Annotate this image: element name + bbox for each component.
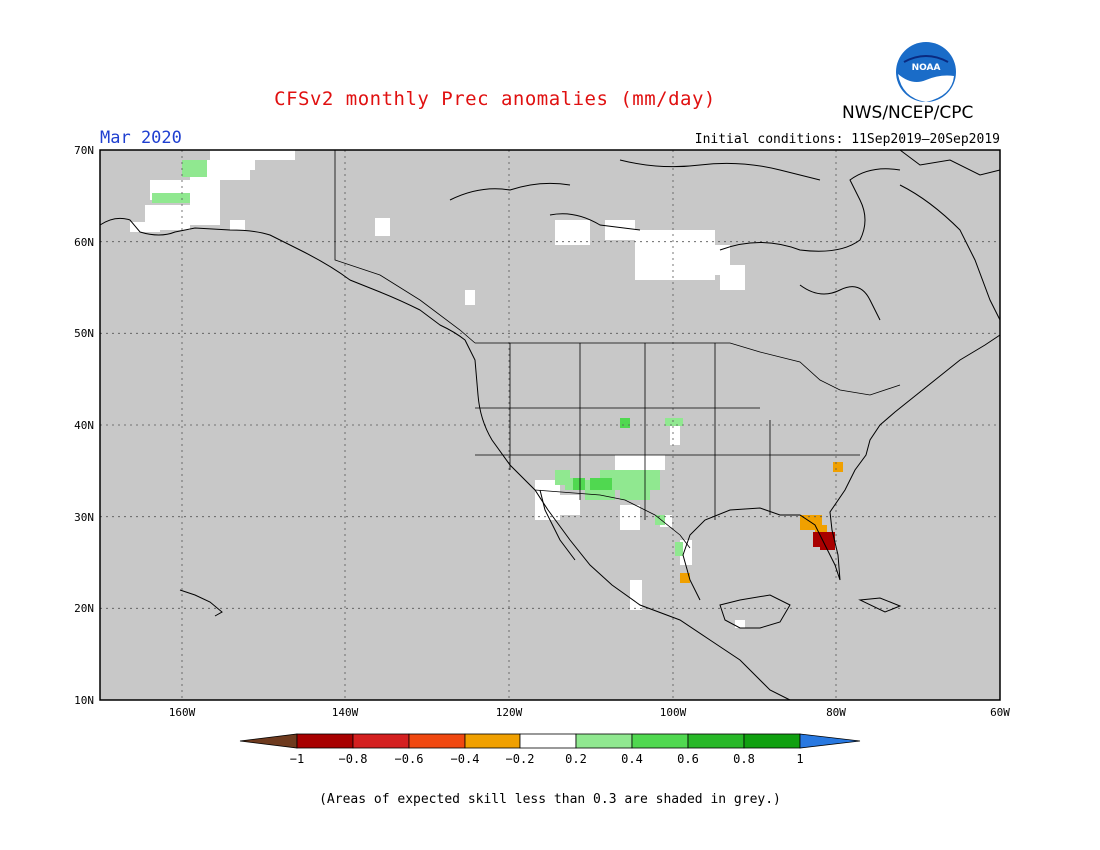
anomaly-dark-red-areas	[813, 532, 835, 550]
initial-conditions: Initial conditions: 11Sep2019–20Sep2019	[694, 132, 1000, 147]
lat-label: 60N	[74, 236, 94, 249]
lon-label: 60W	[990, 706, 1010, 719]
colorbar-right-arrow	[799, 733, 861, 749]
lon-label: 100W	[660, 706, 687, 719]
colorbar-swatch	[464, 733, 521, 749]
lon-label: 160W	[169, 706, 196, 719]
colorbar-tick: −0.4	[451, 752, 480, 766]
anomaly-green-areas	[573, 418, 630, 490]
lon-label: 120W	[496, 706, 523, 719]
map-title: CFSv2 monthly Prec anomalies (mm/day)	[274, 88, 716, 110]
colorbar-tick: −0.6	[395, 752, 424, 766]
lon-labels: 160W 140W 120W 100W 80W 60W	[169, 706, 1011, 719]
colorbar-tick: 1	[796, 752, 803, 766]
colorbar-tick: −0.2	[506, 752, 535, 766]
colorbar-tick: 0.6	[677, 752, 699, 766]
colorbar-left-arrow	[239, 733, 298, 749]
lon-label: 80W	[826, 706, 846, 719]
colorbar-tick: −0.8	[339, 752, 368, 766]
coastlines	[99, 149, 1001, 701]
colorbar-swatch	[519, 733, 577, 749]
political-borders	[334, 150, 901, 549]
lat-label: 40N	[74, 419, 94, 432]
noaa-logo: NOAA	[894, 40, 958, 108]
gridlines	[100, 150, 1000, 700]
colorbar-tick: 0.2	[565, 752, 587, 766]
colorbar-tick: −1	[290, 752, 304, 766]
colorbar-swatch	[575, 733, 633, 749]
agency-label: NWS/NCEP/CPC	[842, 103, 974, 123]
colorbar-tick: 0.8	[733, 752, 755, 766]
lat-label: 70N	[74, 144, 94, 157]
colorbar-swatch	[296, 733, 354, 749]
map-frame	[99, 149, 1001, 701]
colorbar-tick: 0.4	[621, 752, 643, 766]
colorbar-swatch	[687, 733, 745, 749]
colorbar-ticks: −1 −0.8 −0.6 −0.4 −0.2 0.2 0.4 0.6 0.8 1	[290, 752, 804, 766]
lat-labels: 70N 60N 50N 40N 30N 20N 10N	[74, 144, 94, 707]
colorbar-swatch	[352, 733, 410, 749]
lat-label: 10N	[74, 694, 94, 707]
valid-month: Mar 2020	[100, 128, 182, 148]
colorbar-swatch	[743, 733, 801, 749]
lat-label: 20N	[74, 602, 94, 615]
colorbar	[239, 733, 861, 749]
noaa-logo-text: NOAA	[912, 63, 941, 73]
colorbar-swatch	[408, 733, 466, 749]
colorbar-swatch	[631, 733, 689, 749]
lat-label: 30N	[74, 511, 94, 524]
lon-label: 140W	[332, 706, 359, 719]
lat-label: 50N	[74, 327, 94, 340]
skill-footnote: (Areas of expected skill less than 0.3 a…	[319, 792, 781, 807]
